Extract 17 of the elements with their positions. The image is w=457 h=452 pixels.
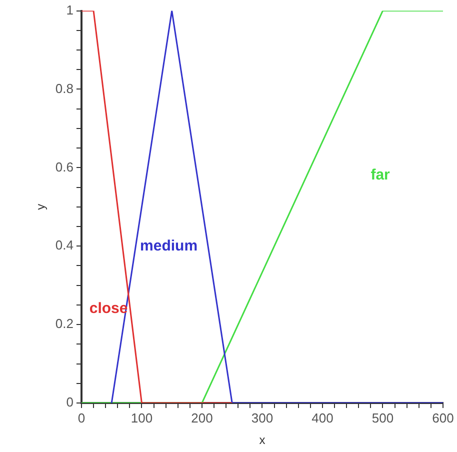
x-tick-label: 600: [432, 410, 454, 426]
y-tick-label: 0: [66, 394, 74, 410]
x-tick-label: 500: [372, 410, 394, 426]
series-label: medium: [140, 237, 198, 254]
x-tick-label: 200: [191, 410, 213, 426]
y-axis-title: y: [34, 204, 48, 210]
x-axis-title: x: [259, 433, 266, 448]
x-tick-label: 300: [251, 410, 274, 426]
x-tick-label: 100: [130, 410, 153, 426]
y-tick-label: 0.4: [55, 238, 74, 253]
y-tick-label: 0.2: [55, 316, 74, 332]
y-tick-label: 1: [66, 2, 74, 18]
y-tick-label: 0.8: [55, 80, 74, 96]
x-tick-label: 400: [312, 410, 334, 426]
x-tick-label: 0: [78, 410, 86, 426]
y-tick-label: 0.6: [55, 159, 74, 174]
text: far: [370, 166, 390, 184]
